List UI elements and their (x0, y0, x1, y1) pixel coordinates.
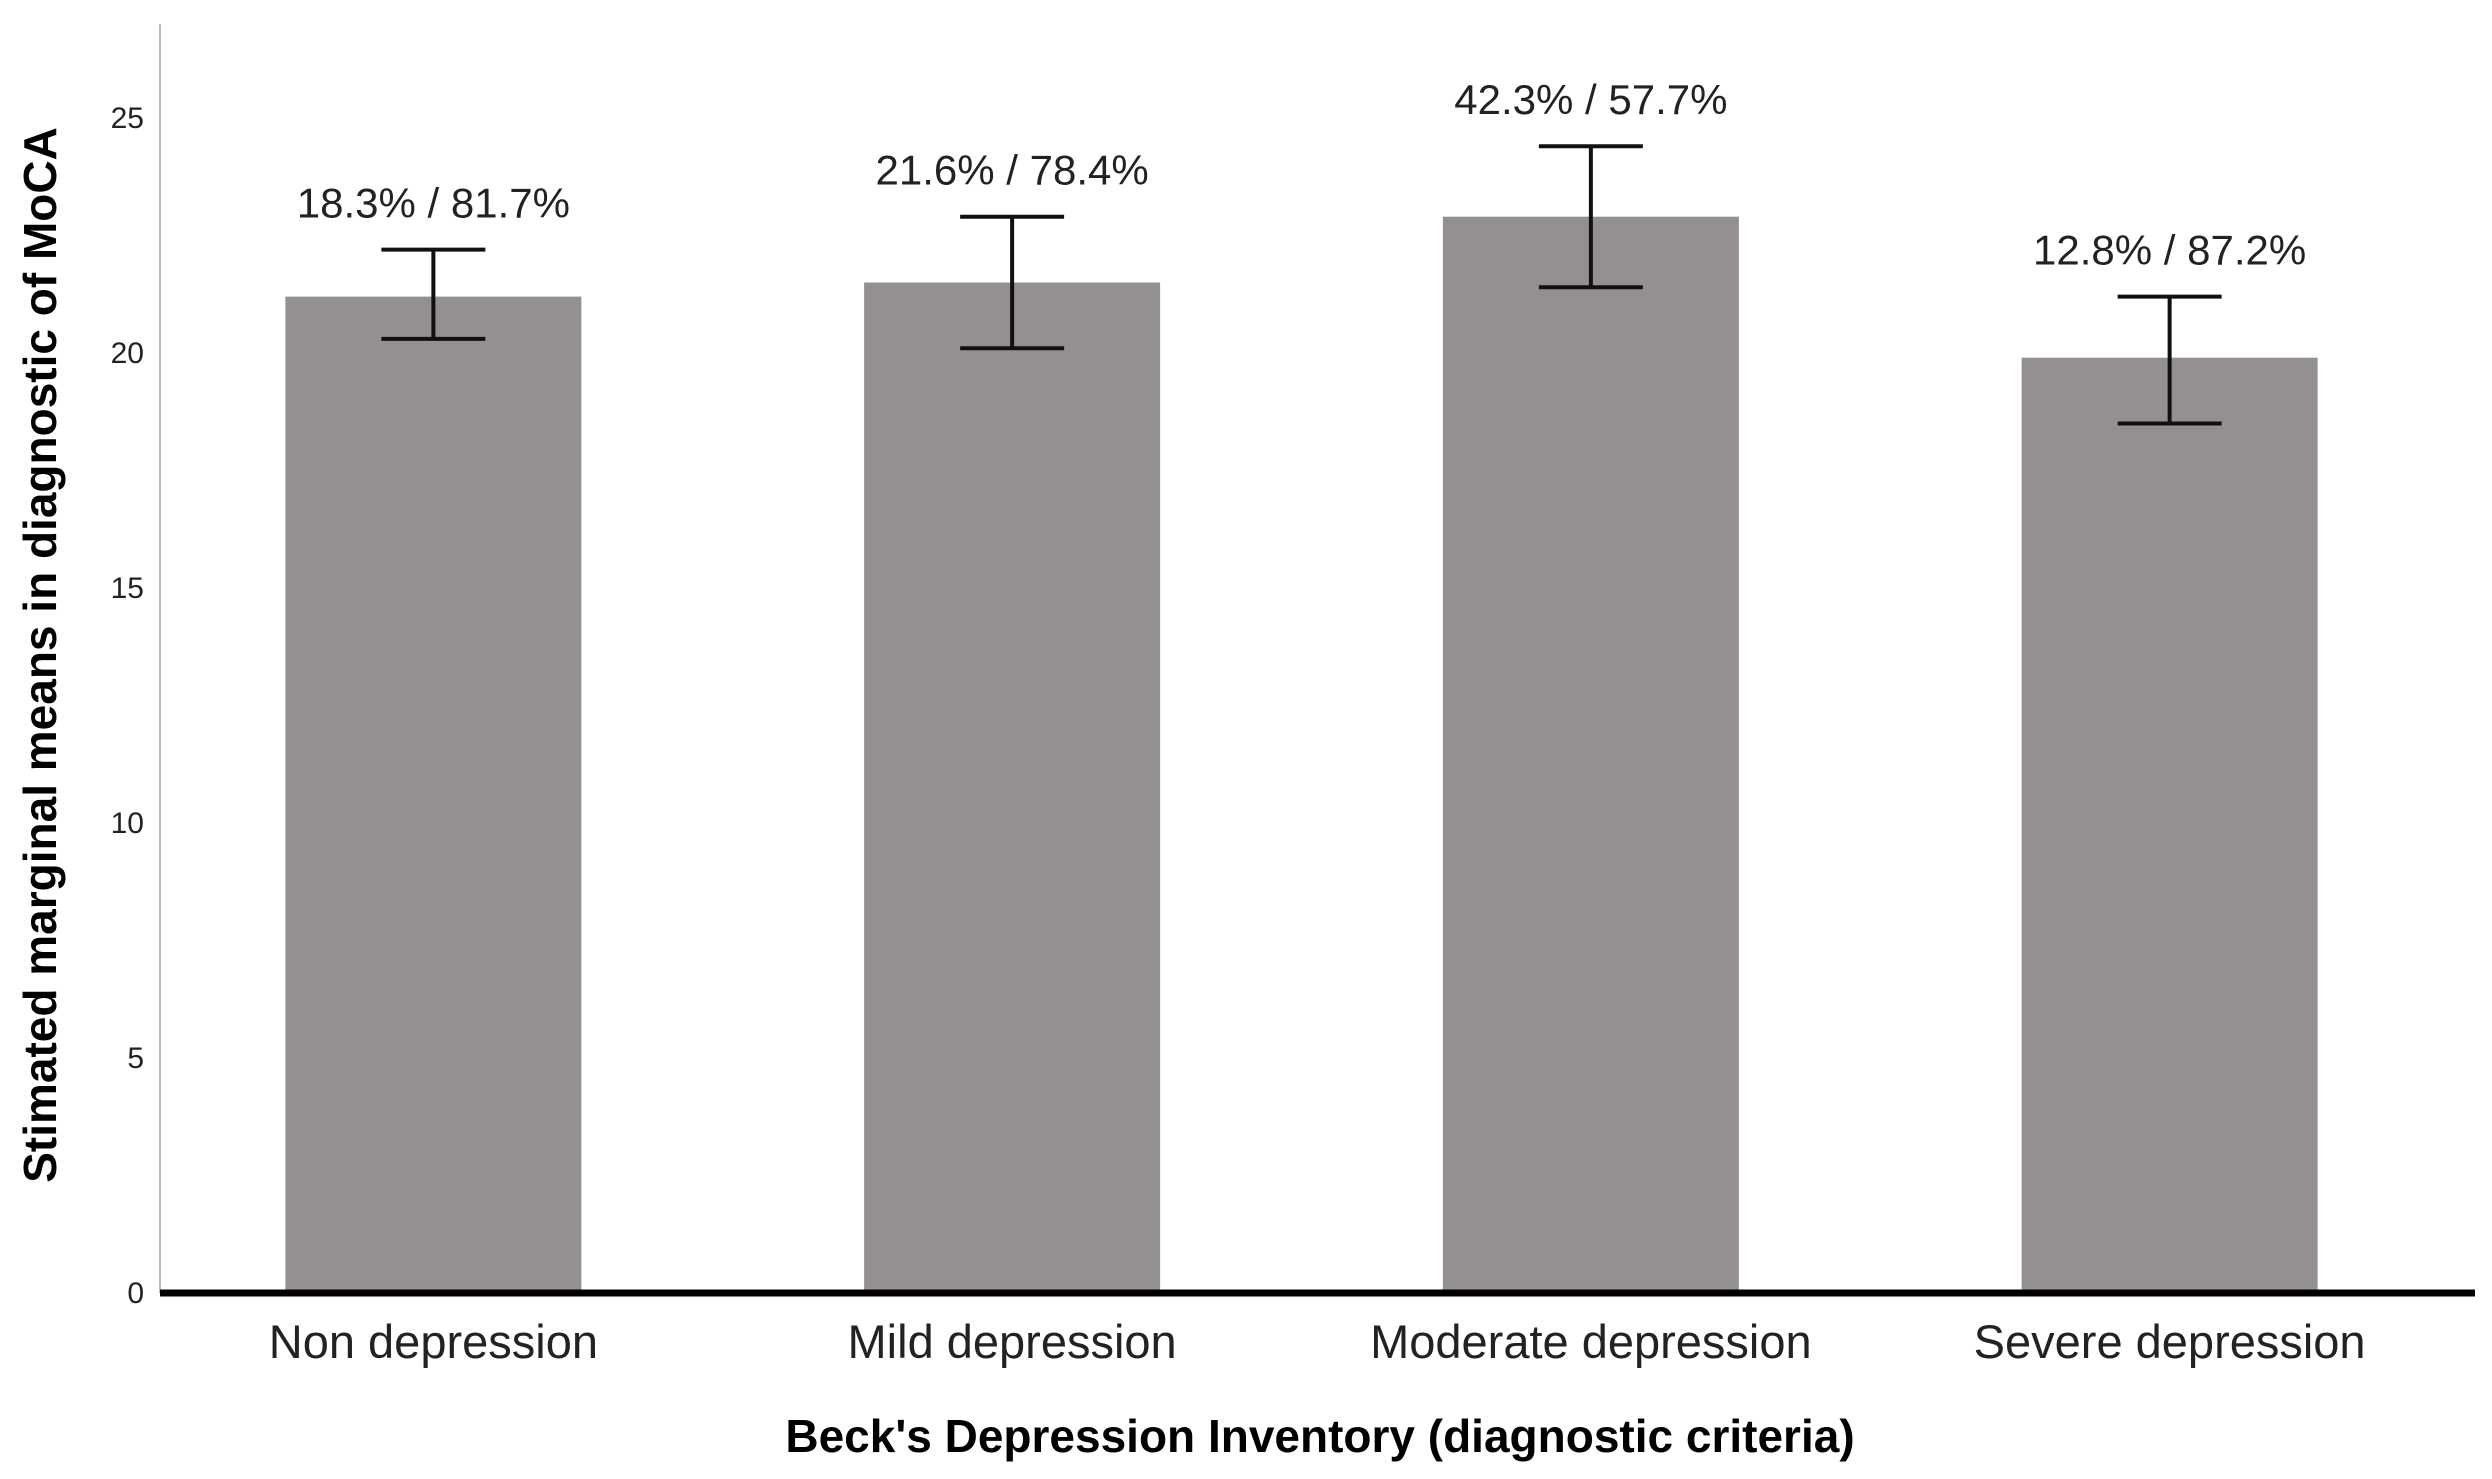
x-category-label: Mild depression (848, 1315, 1177, 1368)
bar-annotation: 42.3% / 57.7% (1454, 76, 1727, 123)
bar-annotation: 18.3% / 81.7% (297, 180, 570, 227)
y-tick-label: 25 (111, 102, 144, 135)
bar (2021, 357, 2318, 1293)
y-tick-label: 20 (111, 337, 144, 370)
y-axis-title: Stimated marginal means in diagnostic of… (14, 127, 66, 1183)
x-category-label: Non depression (269, 1315, 598, 1368)
x-category-label: Severe depression (1974, 1315, 2366, 1368)
bar (285, 296, 582, 1294)
y-axis-ticks: 0 5 10 15 20 25 (111, 102, 144, 1310)
x-category-label: Moderate depression (1370, 1315, 1812, 1368)
y-tick-label: 5 (127, 1042, 144, 1075)
bar (864, 282, 1161, 1293)
bar (1442, 216, 1739, 1294)
category-labels-layer: Non depression Mild depression Moderate de… (269, 1315, 2366, 1368)
bar-annotation: 21.6% / 78.4% (876, 147, 1149, 194)
bars-layer (285, 216, 2318, 1294)
bar-annotations-layer: 18.3% / 81.7% 21.6% / 78.4% 42.3% / 57.7% 1… (297, 76, 2306, 273)
x-axis-title: Beck's Depression Inventory (diagnostic … (785, 1410, 1854, 1462)
bar-annotation: 12.8% / 87.2% (2033, 227, 2306, 274)
y-tick-label: 10 (111, 807, 144, 840)
error-bars-layer (381, 144, 2222, 426)
y-tick-label: 0 (127, 1277, 144, 1310)
y-tick-label: 15 (111, 572, 144, 605)
